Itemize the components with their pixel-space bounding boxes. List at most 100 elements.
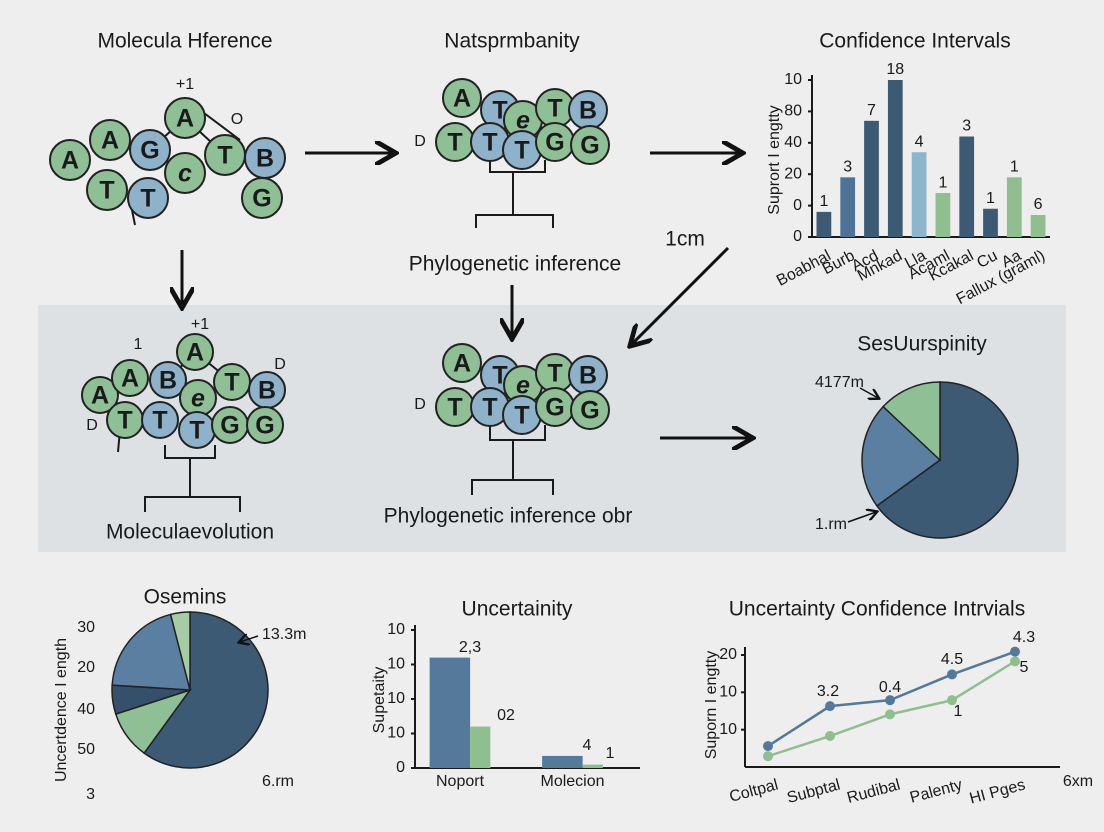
mark-label: D <box>414 396 426 413</box>
bar <box>840 177 856 237</box>
chart-title: Osemins <box>144 586 227 609</box>
point <box>885 695 895 706</box>
atom-letter: T <box>514 402 529 430</box>
pie-slice <box>861 405 942 507</box>
atom <box>241 177 283 219</box>
label: Moleculaevolution <box>106 521 274 544</box>
atom <box>246 406 284 444</box>
y-tick-label: 10 <box>387 656 405 673</box>
bar <box>470 726 491 768</box>
y-axis-label: Uncertdence I ength <box>53 638 70 782</box>
atom-letter: T <box>224 369 239 397</box>
label: Phylogenetic inference <box>409 253 621 276</box>
axis-note: 6xm <box>1063 773 1093 790</box>
title: Molecula Hference <box>97 30 272 53</box>
atom-letter: T <box>547 360 562 388</box>
mark-label: +1 <box>176 76 194 93</box>
point <box>947 669 957 680</box>
y-tick-label: 20 <box>784 165 802 182</box>
atom-letter: T <box>152 407 167 435</box>
pie-slice <box>111 613 191 691</box>
atom-letter: A <box>121 365 139 393</box>
atom-letter: T <box>189 417 204 445</box>
pie-slice <box>875 381 1019 539</box>
point <box>825 701 835 712</box>
y-tick-label: 80 <box>784 103 802 120</box>
line-annotation: 4.3 <box>1013 629 1035 646</box>
bar <box>935 193 951 237</box>
atom <box>86 169 128 211</box>
atom-letter: T <box>117 407 132 435</box>
atom-letter: G <box>252 185 271 213</box>
atom <box>141 401 179 439</box>
atom <box>164 97 206 139</box>
atom-letter: B <box>579 362 597 390</box>
bar <box>429 657 471 768</box>
arrows <box>182 153 750 438</box>
mark-label: D <box>86 417 98 434</box>
mark-label: +1 <box>191 316 209 333</box>
atom <box>49 139 91 181</box>
pie-slice <box>169 611 191 691</box>
bar-annotation: 1 <box>819 193 828 210</box>
atom-letter: G <box>580 132 599 160</box>
chart-title: SesUurspinity <box>857 333 987 356</box>
atom-letter: T <box>514 137 529 165</box>
bar <box>887 80 903 237</box>
side-tick: 30 <box>77 619 95 636</box>
pie-annotation: 4177m <box>815 374 864 391</box>
pointer <box>859 387 878 398</box>
y-tick-label: 40 <box>784 134 802 151</box>
pie-slice <box>143 611 269 769</box>
atom-letter: T <box>217 142 232 170</box>
atom <box>570 390 610 430</box>
atom-letter: A <box>453 350 471 378</box>
atom-letter: A <box>453 85 471 113</box>
atom-letter: G <box>545 394 564 422</box>
atom <box>164 152 206 194</box>
x-tick-label: Noport <box>436 773 485 790</box>
atom-letter: T <box>140 185 155 213</box>
bar <box>959 136 975 237</box>
y-axis-label: Supetaity <box>371 667 388 734</box>
y-tick-label: 10 <box>387 621 405 638</box>
atom-letter: A <box>61 147 79 175</box>
atom-letter: c <box>178 160 192 188</box>
chart-title: Uncertainity <box>462 598 573 621</box>
atom <box>442 343 482 383</box>
bar <box>1006 177 1022 237</box>
atom-letter: T <box>447 129 462 157</box>
bar <box>1030 215 1046 237</box>
line-annotation: 4.5 <box>941 651 963 668</box>
bar <box>911 152 927 237</box>
atom-letter: T <box>99 177 114 205</box>
point <box>1010 646 1020 657</box>
atom <box>570 125 610 165</box>
y-tick-label: 10 <box>784 71 802 88</box>
atom <box>111 359 149 397</box>
bar-annotation: 7 <box>867 102 876 119</box>
bar <box>582 764 603 768</box>
y-tick-label: 0 <box>793 228 802 245</box>
pie-annotation: 6.rm <box>262 773 294 790</box>
atom <box>89 119 131 161</box>
chart-title: Confidence Intervals <box>819 30 1010 53</box>
y-tick-label: 10 <box>719 684 737 701</box>
bar <box>816 211 832 237</box>
atom-letter: G <box>255 412 274 440</box>
atom-letter: B <box>579 97 597 125</box>
mark-label: O <box>231 111 243 128</box>
atom <box>176 333 214 371</box>
atom-letter: T <box>482 394 497 422</box>
point <box>763 751 773 762</box>
atom-letter: T <box>547 95 562 123</box>
atom-letter: e <box>516 107 530 135</box>
bar-annotation: 4 <box>915 133 924 150</box>
chart-title: Uncertainty Confidence Intrvials <box>729 598 1025 621</box>
line-annotation: 3.2 <box>817 683 839 700</box>
bar-annotation: 3 <box>962 118 971 135</box>
mark-label: D <box>274 356 286 373</box>
line-annotation: 5 <box>1020 659 1029 676</box>
atom-letter: e <box>191 385 205 413</box>
